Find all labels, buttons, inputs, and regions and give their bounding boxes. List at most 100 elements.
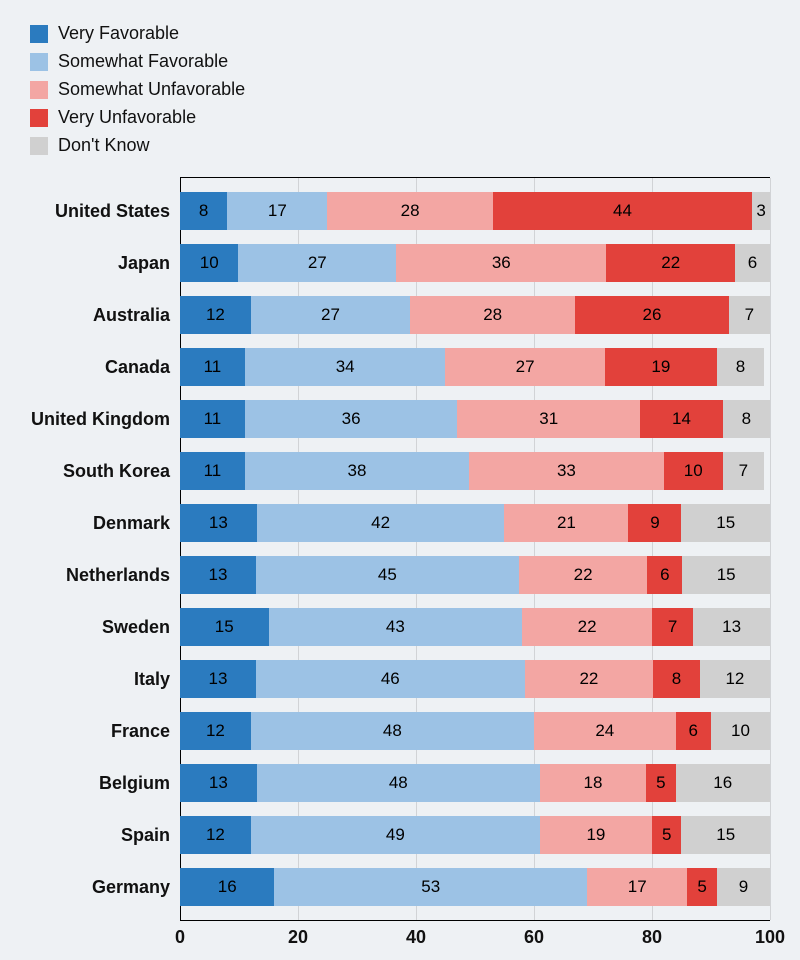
bar-segment-some-unfav: 19 (540, 816, 652, 854)
legend-label: Don't Know (58, 132, 150, 160)
x-tick-label: 40 (406, 927, 426, 948)
stacked-bar: 113427198 (180, 348, 770, 386)
bar-segment-very-unfav: 26 (575, 296, 728, 334)
legend-label: Very Unfavorable (58, 104, 196, 132)
bar-segment-some-fav: 27 (251, 296, 410, 334)
bar-segment-very-fav: 12 (180, 712, 251, 750)
bar-segment-some-unfav: 33 (469, 452, 664, 490)
bar-segment-some-unfav: 31 (457, 400, 640, 438)
bar-segment-very-unfav: 5 (646, 764, 676, 802)
bar-segment-very-unfav: 19 (605, 348, 717, 386)
bar-segment-very-fav: 11 (180, 400, 245, 438)
country-label: Sweden (30, 617, 180, 638)
bar-segment-some-unfav: 36 (396, 244, 606, 282)
country-label: United Kingdom (30, 409, 180, 430)
bar-segment-dk: 3 (752, 192, 770, 230)
bar-segment-very-fav: 11 (180, 452, 245, 490)
bar-segment-very-fav: 15 (180, 608, 269, 646)
bar-segment-very-fav: 12 (180, 296, 251, 334)
country-label: France (30, 721, 180, 742)
x-axis: 0 20 40 60 80 100 (180, 921, 770, 951)
bar-segment-very-unfav: 10 (664, 452, 723, 490)
bar-row: United States81728443 (180, 190, 770, 232)
bar-segment-very-fav: 13 (180, 660, 256, 698)
country-label: Germany (30, 877, 180, 898)
bar-segment-dk: 7 (723, 452, 764, 490)
legend-item-somewhat-unfavorable: Somewhat Unfavorable (30, 76, 770, 104)
bar-segment-dk: 7 (729, 296, 770, 334)
x-tick-label: 0 (175, 927, 185, 948)
bar-segment-some-fav: 53 (274, 868, 587, 906)
bar-segment-dk: 8 (723, 400, 770, 438)
legend-swatch (30, 109, 48, 127)
bar-segment-some-unfav: 28 (327, 192, 492, 230)
bar-segment-very-unfav: 6 (676, 712, 711, 750)
legend-item-very-favorable: Very Favorable (30, 20, 770, 48)
country-label: Denmark (30, 513, 180, 534)
country-label: Belgium (30, 773, 180, 794)
plot-area: United States81728443Japan102736226Austr… (180, 177, 770, 921)
stacked-bar: 113833107 (180, 452, 770, 490)
bar-row: South Korea113833107 (180, 450, 770, 492)
bar-segment-dk: 6 (735, 244, 770, 282)
bar-segment-some-fav: 45 (256, 556, 519, 594)
bar-segment-dk: 10 (711, 712, 770, 750)
bar-segment-some-fav: 38 (245, 452, 469, 490)
bar-segment-very-unfav: 6 (647, 556, 682, 594)
stacked-bar: 154322713 (180, 608, 770, 646)
legend-item-somewhat-favorable: Somewhat Favorable (30, 48, 770, 76)
bar-rows: United States81728443Japan102736226Austr… (180, 190, 770, 908)
bar-segment-very-unfav: 44 (493, 192, 753, 230)
bar-segment-some-unfav: 22 (522, 608, 652, 646)
bar-segment-some-fav: 27 (238, 244, 396, 282)
bar-segment-some-unfav: 27 (445, 348, 604, 386)
bar-segment-very-unfav: 22 (606, 244, 735, 282)
bar-row: Belgium134818516 (180, 762, 770, 804)
country-label: United States (30, 201, 180, 222)
stacked-bar: 124919515 (180, 816, 770, 854)
bar-segment-dk: 15 (681, 816, 770, 854)
bar-segment-dk: 15 (681, 504, 770, 542)
stacked-bar: 134622812 (180, 660, 770, 698)
bar-row: Australia122728267 (180, 294, 770, 336)
bar-segment-dk: 12 (700, 660, 770, 698)
bar-row: Spain124919515 (180, 814, 770, 856)
bar-segment-very-unfav: 14 (640, 400, 723, 438)
gridline (416, 178, 417, 920)
bar-segment-some-unfav: 28 (410, 296, 575, 334)
bar-segment-some-fav: 48 (257, 764, 540, 802)
country-label: Japan (30, 253, 180, 274)
gridline (298, 178, 299, 920)
bar-segment-some-unfav: 22 (519, 556, 648, 594)
legend-label: Somewhat Favorable (58, 48, 228, 76)
bar-segment-very-unfav: 9 (628, 504, 681, 542)
bar-segment-very-fav: 13 (180, 504, 257, 542)
stacked-bar: 102736226 (180, 244, 770, 282)
legend-swatch (30, 53, 48, 71)
bar-segment-very-fav: 13 (180, 764, 257, 802)
x-tick-label: 80 (642, 927, 662, 948)
country-label: South Korea (30, 461, 180, 482)
bar-segment-some-fav: 34 (245, 348, 446, 386)
stacked-bar: 134522615 (180, 556, 770, 594)
x-tick-label: 60 (524, 927, 544, 948)
bar-segment-some-fav: 43 (269, 608, 523, 646)
gridline (770, 178, 771, 920)
bar-segment-very-unfav: 8 (653, 660, 700, 698)
bar-row: United Kingdom113631148 (180, 398, 770, 440)
bar-row: Denmark134221915 (180, 502, 770, 544)
favorability-bar-chart: Very Favorable Somewhat Favorable Somewh… (0, 0, 800, 960)
bar-segment-very-unfav: 7 (652, 608, 693, 646)
bar-row: Japan102736226 (180, 242, 770, 284)
bar-segment-some-unfav: 17 (587, 868, 687, 906)
bar-row: Canada113427198 (180, 346, 770, 388)
bar-segment-dk: 13 (693, 608, 770, 646)
stacked-bar: 16531759 (180, 868, 770, 906)
bar-segment-very-fav: 13 (180, 556, 256, 594)
gridline (534, 178, 535, 920)
bar-row: Sweden154322713 (180, 606, 770, 648)
bar-segment-some-unfav: 24 (534, 712, 676, 750)
bar-segment-some-fav: 36 (245, 400, 457, 438)
country-label: Canada (30, 357, 180, 378)
bar-row: Italy134622812 (180, 658, 770, 700)
